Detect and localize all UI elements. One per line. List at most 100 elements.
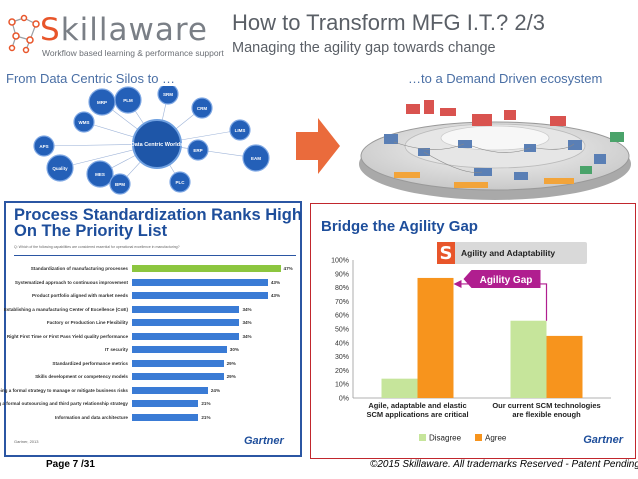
chart-bar <box>510 320 547 398</box>
silo-node-label: MES <box>95 172 105 177</box>
agility-gap-chart: S Agility and Adaptability 0% 10% 20% 30% 40% 5… <box>331 242 624 446</box>
chart-row: Developing a formal strategy to manage o… <box>0 386 304 397</box>
process-standardization-panel: Process Standardization Ranks High On Th… <box>0 201 304 457</box>
legend-swatch <box>475 434 482 441</box>
chart-bar <box>132 386 208 394</box>
chart-bar <box>132 292 268 299</box>
copyright-notice: ©2015 Skillaware. All trademarks Reserve… <box>370 459 638 470</box>
silo-node <box>187 139 209 161</box>
category-label: Developing a formal outsourcing and thir… <box>0 401 128 406</box>
y-tick-label: 0% <box>339 396 349 403</box>
bar-value-label: 29% <box>226 360 236 366</box>
logo-wordmark: Skillaware <box>40 12 208 48</box>
y-tick-label: 50% <box>335 327 349 334</box>
chart-bar <box>132 278 268 286</box>
agility-gap-arrowhead <box>453 279 462 288</box>
annotation-label: Agility and Adaptability <box>461 248 555 258</box>
y-tick-label: 10% <box>335 382 349 389</box>
bar-value-label: 30% <box>229 347 239 352</box>
y-tick-label: 70% <box>335 299 349 306</box>
chart-bar <box>132 305 240 313</box>
bar-value-label: 34% <box>242 333 252 339</box>
category-label: IT security <box>105 347 128 352</box>
center-node-label: Data Centric Worlds <box>131 142 183 148</box>
category-label: Standardized performance metrics <box>52 360 128 366</box>
silo-node <box>88 88 116 116</box>
silo-node-label: CRM <box>197 106 207 111</box>
survey-question: Q: Which of the following capabilities a… <box>14 245 180 249</box>
silo-node-label: BPM <box>115 182 125 187</box>
silo-node <box>242 144 270 172</box>
chart-row: Developing a formal outsourcing and thir… <box>0 400 304 410</box>
y-tick-label: 20% <box>335 368 349 375</box>
chart-bar <box>132 359 224 367</box>
chart-row: Product portfolio aligned with market ne… <box>6 292 304 302</box>
legend-label: Disagree <box>429 434 462 443</box>
category-label: Factory or Production Line Flexibility <box>46 320 128 325</box>
chart-row: Factory or Production Line Flexibility 34… <box>6 319 304 329</box>
silo-node-label: PLM <box>123 98 133 103</box>
silo-node <box>157 86 179 105</box>
source-note: Gartner, 2013 <box>14 439 39 444</box>
bar-value-label: 21% <box>201 401 211 406</box>
silo-node <box>46 154 74 182</box>
annotation-box <box>437 242 587 264</box>
chart-bar <box>381 378 418 398</box>
chart-row: Establishing a manufacturing Center of E… <box>3 305 304 316</box>
y-tick-label: 80% <box>335 285 349 292</box>
panel-title: Process Standardization Ranks High On Th… <box>14 206 302 240</box>
silo-node-label: LIMS <box>235 128 246 133</box>
to-label: …to a Demand Driven ecosystem <box>408 71 603 86</box>
silo-node-label: ERP <box>193 148 202 153</box>
transform-arrow-icon <box>296 118 340 174</box>
chart-bar <box>546 335 583 398</box>
skillaware-s-glyph: S <box>440 243 453 264</box>
slide-title: How to Transform MFG I.T.? 2/3 <box>232 10 545 35</box>
category-label: Establishing a manufacturing Center of E… <box>3 306 128 312</box>
category-label: Product portfolio aligned with market ne… <box>32 293 128 298</box>
silo-node-label: MRP <box>97 100 107 105</box>
bar-value-label: 43% <box>270 293 281 298</box>
bar-value-label: 21% <box>201 414 211 420</box>
gartner-logo: Gartner <box>244 435 284 447</box>
y-tick-label: 60% <box>335 313 349 320</box>
category-label: Systematized approach to continuous impr… <box>14 279 128 285</box>
silo-node-label: WMS <box>79 120 90 125</box>
silo-node-label: APS <box>39 144 48 149</box>
silo-node-label: SRM <box>163 92 173 97</box>
chart-bar <box>132 319 240 326</box>
silo-node <box>33 135 55 157</box>
agility-gap-connector <box>457 283 548 321</box>
molecule-icon <box>8 14 40 54</box>
chart-row: Systematized approach to continuous impr… <box>6 278 304 289</box>
bar-value-label: 34% <box>242 306 252 312</box>
chart-bar <box>132 265 281 272</box>
category-label: Right First Time or First Pass Yield qua… <box>6 333 128 339</box>
y-tick-label: 30% <box>335 354 349 361</box>
chart-bar <box>132 400 199 407</box>
chart-row: Information and data architecture 21% <box>6 413 304 424</box>
category-label: Skills development or competency models <box>35 374 128 379</box>
chart-bar <box>132 332 240 340</box>
center-node <box>132 119 182 169</box>
chart-bar <box>132 346 227 353</box>
demand-driven-ecosystem-image <box>359 100 631 200</box>
y-tick-label: 100% <box>331 258 349 265</box>
page-number: Page 7 /31 <box>46 459 95 470</box>
silo-node <box>73 111 95 133</box>
chart-bar <box>132 373 224 380</box>
silo-node-label: EAM <box>251 156 261 161</box>
silo-node-label: PLC <box>176 180 186 185</box>
data-silos-network: Data Centric Worlds PLM WMS CRM MRP SRM APS EAM… <box>33 86 270 195</box>
chart-row: Standardization of manufacturing process… <box>6 265 304 275</box>
bar-value-label: 24% <box>210 387 221 393</box>
gartner-logo: Gartner <box>583 434 623 446</box>
agility-gap-label: Agility Gap <box>480 275 533 286</box>
category-label: Information and data architecture <box>54 414 128 420</box>
chart-row: Standardized performance metrics 29% <box>6 359 304 370</box>
bar-value-label: 47% <box>283 266 293 271</box>
chart-row: Skills development or competency models 2… <box>6 373 304 383</box>
x-category-label: Agile, adaptable and elastic SCM applicat… <box>366 401 468 419</box>
bar-value-label: 29% <box>226 374 236 379</box>
chart-row: Right First Time or First Pass Yield qua… <box>6 332 304 343</box>
